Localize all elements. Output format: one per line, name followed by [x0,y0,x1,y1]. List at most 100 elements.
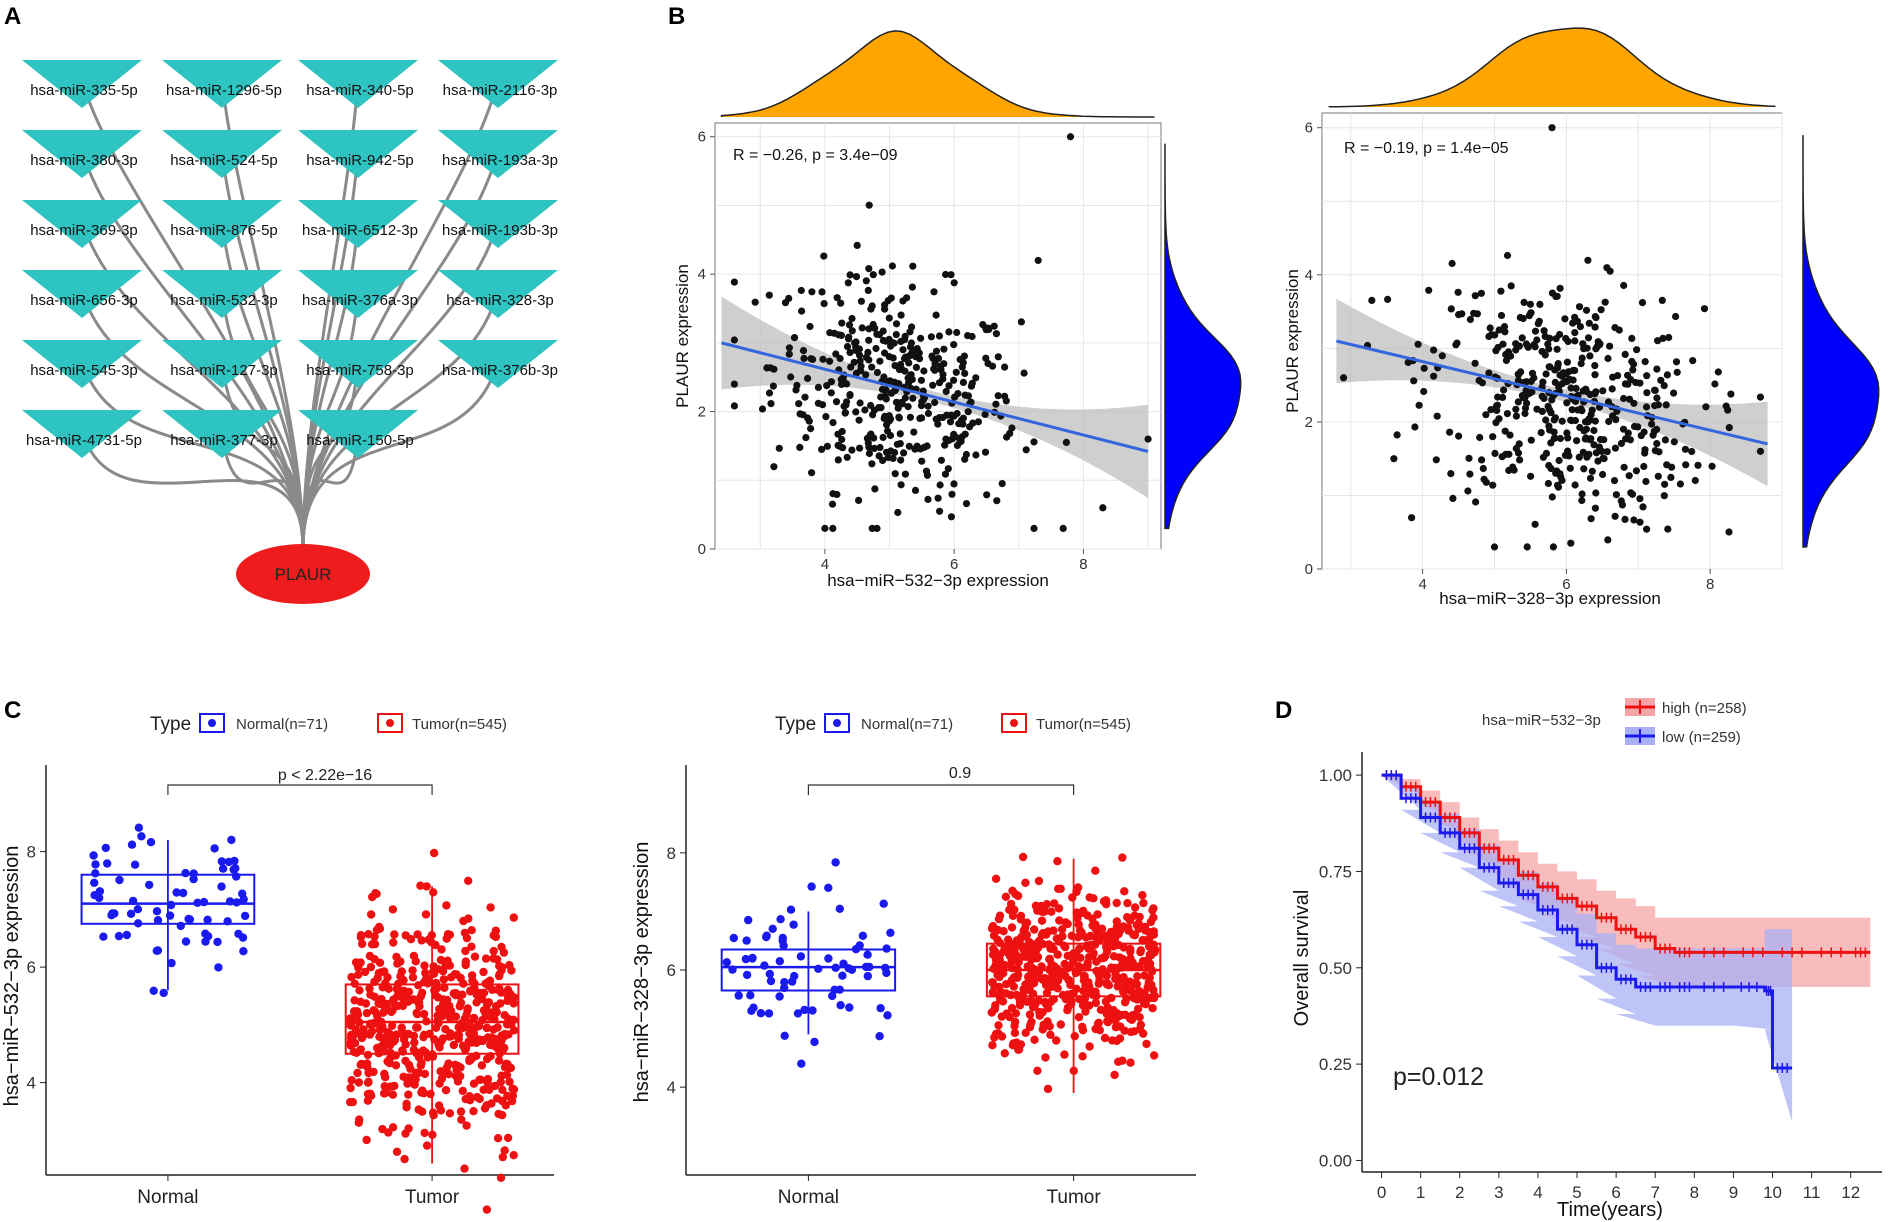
c2-point [1053,857,1062,866]
b1-point [950,279,958,287]
c1-point [365,984,374,993]
b1-point [808,288,816,296]
km-x-tick-label: 10 [1763,1183,1782,1202]
c1-x-tick-label: Normal [137,1187,198,1208]
b2-point [1601,298,1609,306]
c2-point [1086,931,1095,941]
c2-point [1070,1032,1080,1041]
c1-point [503,985,513,995]
b1-point [912,363,921,371]
c1-point [458,1086,467,1096]
b2-point [1548,396,1556,404]
c1-point [95,887,105,896]
b1-point [894,404,902,412]
c2-point [1139,898,1148,908]
c1-point [504,1030,513,1039]
b1-point [833,490,841,499]
b2-point [1548,493,1556,501]
b2-point [1620,394,1628,403]
c2-point [1118,987,1128,996]
c2-point [1149,1051,1159,1060]
c1-point [348,1097,357,1107]
b1-right-density [1164,143,1242,530]
c2-point [1001,980,1011,989]
c2-point [793,1009,803,1018]
b2-point [1724,406,1732,414]
b1-point [1034,256,1042,265]
b2-point [1503,410,1511,418]
b1-point [941,470,950,478]
c1-point [114,931,124,941]
km-curve [1381,773,1793,1070]
b2-point [1597,306,1605,314]
c2-point [1101,896,1111,905]
c2-point [1100,1033,1110,1043]
c2-point [722,958,731,967]
c1-point [354,970,363,979]
c2-point [1055,916,1064,925]
b2-point [1681,445,1689,453]
b1-point [868,363,876,371]
c1-point [181,937,191,946]
b1-point [1030,524,1038,533]
c1-point [95,893,104,903]
b2-x-tick-label: 8 [1706,576,1714,593]
c1-point [491,926,500,935]
c2-point [1043,1017,1052,1026]
b1-point [829,524,837,533]
c1-point [391,1001,400,1010]
b2-point [1610,477,1619,485]
c1-point [462,1010,471,1020]
b2-point [1512,412,1520,420]
c1-point [483,1007,493,1017]
km-y-axis-label: Overall survival [1291,890,1313,1027]
c1-point [349,1047,358,1057]
b2-point [1563,358,1571,366]
b1-point [917,402,926,410]
b1-point [896,430,904,438]
c2-point [1025,1022,1035,1032]
c2-point [1085,1042,1094,1051]
b2-points [1339,124,1765,551]
c1-point [423,1053,432,1062]
b1-point [932,311,940,319]
b2-point [1708,462,1716,470]
c1-point [218,864,228,873]
b2-point [1470,309,1478,317]
c2-point [989,931,999,940]
b2-point [1430,346,1438,354]
c2-point [1060,1050,1069,1059]
b1-point [843,343,852,351]
b2-point [1626,436,1634,444]
boxplot-c1: Type Normal(n=71) Tumor(n=545) 4 6 8 Normal… [1,713,554,1214]
b2-point [1584,334,1593,342]
b2-point [1548,289,1556,297]
c1-point [456,1107,466,1116]
panel-label-b: B [668,3,685,30]
c2-point [1053,950,1062,959]
c1-point [375,999,385,1009]
c1-point [356,933,366,942]
c1-point [416,1061,425,1070]
c1-point [454,1022,463,1032]
b2-point [1569,366,1577,375]
b2-point [1581,435,1589,443]
b2-point [1527,436,1535,444]
b1-point [1001,363,1009,371]
b2-point [1414,340,1422,348]
b2-point [1502,356,1510,365]
b1-point [758,405,767,413]
b2-point [1507,282,1515,290]
b2-point [1489,481,1497,489]
c2-point [1073,933,1083,942]
b1-point [887,342,895,350]
mirna-node-label: hsa-miR-369-3p [30,222,138,239]
mirna-node-label: hsa-miR-127-3p [170,362,278,379]
c1-point [234,929,243,938]
b2-point [1672,312,1680,321]
b2-point [1515,440,1523,448]
c1-point [500,1063,510,1072]
c1-box [80,873,256,925]
b1-point [906,328,914,336]
b2-point [1568,406,1576,414]
